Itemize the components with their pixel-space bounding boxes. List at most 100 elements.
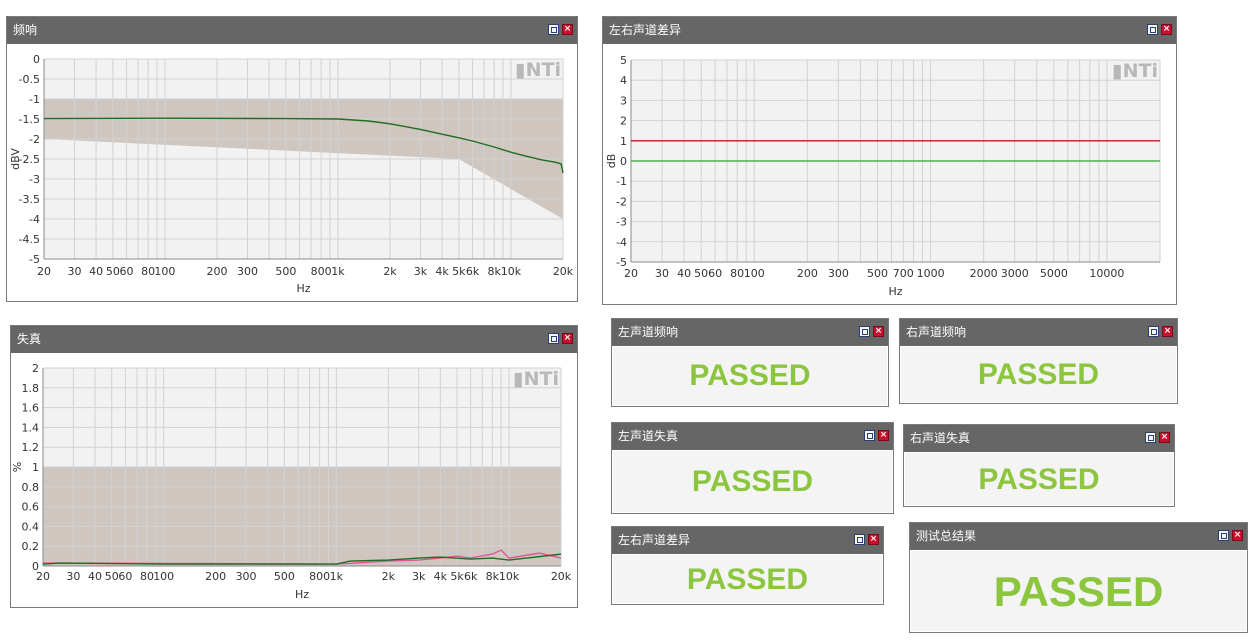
- x-tick-label: 20: [37, 265, 51, 278]
- x-tick-label: 8k: [487, 265, 501, 278]
- freq-response-panel: 频响 0 -0.5 -1 -1.5 -2 -2.5 -3 -3.5 -4 -4.5 -520 30 40…: [6, 16, 578, 302]
- result-titlebar[interactable]: 左声道频响: [612, 319, 888, 346]
- result-titlebar[interactable]: 左声道失真: [612, 423, 893, 450]
- series-line: [43, 117, 564, 174]
- distortion-panel: 失真 2 1.8 1.6 1.4 1.2 1 0.8 0.6 0.4 0.2 020 30 405060…: [10, 325, 578, 608]
- x-tick-label: 1k: [331, 265, 345, 278]
- x-tick-label: 20k: [553, 265, 574, 278]
- y-tick-label: -2: [29, 133, 40, 146]
- x-tick-label: 5k: [452, 265, 466, 278]
- x-tick-label: 300: [237, 265, 258, 278]
- result-status: PASSED: [905, 453, 1173, 505]
- x-tick-label: 300: [828, 267, 849, 280]
- lr-difference-chart: 5 4 3 2 1 0 -1 -2 -3 -4 -520 30 40 50 60 80 100 200 300 500…: [605, 54, 1161, 298]
- y-tick-label: 1: [620, 135, 627, 148]
- y-axis-label: dB: [605, 154, 618, 169]
- x-tick-label: 200: [205, 570, 226, 583]
- x-tick-label: 60: [118, 570, 132, 583]
- restore-icon[interactable]: [1148, 326, 1159, 337]
- series-line: [42, 549, 562, 565]
- x-tick-label: 10k: [499, 570, 520, 583]
- result-titlebar[interactable]: 右声道失真: [904, 425, 1174, 452]
- close-icon[interactable]: [878, 430, 889, 441]
- result-title: 测试总结果: [916, 529, 977, 543]
- freq-response-title: 频响: [13, 23, 38, 37]
- x-tick-label: 3000: [1001, 267, 1029, 280]
- result-panel-right-freq: 右声道频响 PASSED: [899, 318, 1178, 404]
- x-tick-label: 6k: [464, 570, 478, 583]
- restore-icon[interactable]: [1218, 530, 1229, 541]
- y-tick-label: 1.4: [22, 421, 40, 434]
- x-tick-label: 100: [154, 265, 175, 278]
- x-tick-label: 4k: [435, 265, 449, 278]
- tolerance-band: [43, 467, 561, 566]
- nti-logo: ▮NTi: [513, 368, 559, 390]
- restore-icon[interactable]: [1147, 24, 1158, 35]
- x-tick-label: 80: [140, 570, 154, 583]
- distortion-title: 失真: [17, 332, 42, 346]
- close-icon[interactable]: [1232, 530, 1243, 541]
- x-tick-label: 10k: [501, 265, 522, 278]
- restore-icon[interactable]: [548, 24, 559, 35]
- y-tick-label: 1: [32, 461, 39, 474]
- series-line: [42, 553, 562, 565]
- x-tick-label: 500: [867, 267, 888, 280]
- result-titlebar[interactable]: 右声道频响: [900, 319, 1177, 346]
- y-tick-label: -1: [29, 93, 40, 106]
- result-status: PASSED: [901, 347, 1176, 402]
- restore-icon[interactable]: [1145, 432, 1156, 443]
- y-tick-label: 0.6: [22, 501, 40, 514]
- x-tick-label: 500: [275, 265, 296, 278]
- lr-difference-title: 左右声道差异: [609, 23, 682, 37]
- x-tick-label: 2k: [383, 265, 397, 278]
- distortion-titlebar[interactable]: 失真: [11, 326, 577, 353]
- y-tick-label: 4: [620, 74, 627, 87]
- y-tick-label: 3: [620, 94, 627, 107]
- x-tick-label: 700: [893, 267, 914, 280]
- result-panel-right-dist: 右声道失真 PASSED: [903, 424, 1175, 507]
- freq-response-titlebar[interactable]: 频响: [7, 17, 577, 44]
- close-icon[interactable]: [868, 534, 879, 545]
- restore-icon[interactable]: [854, 534, 865, 545]
- result-title: 左声道失真: [618, 429, 679, 443]
- close-icon[interactable]: [562, 333, 573, 344]
- restore-icon[interactable]: [548, 333, 559, 344]
- x-tick-label: 40: [677, 267, 691, 280]
- x-tick-label: 1000: [917, 267, 945, 280]
- y-tick-label: 0.8: [22, 481, 40, 494]
- lr-difference-titlebar[interactable]: 左右声道差异: [603, 17, 1176, 44]
- restore-icon[interactable]: [859, 326, 870, 337]
- close-icon[interactable]: [873, 326, 884, 337]
- y-tick-label: -1.5: [19, 113, 40, 126]
- x-tick-label: 40: [88, 570, 102, 583]
- y-tick-label: 1.8: [22, 382, 40, 395]
- y-tick-label: -5: [616, 256, 627, 269]
- y-tick-label: -2.5: [19, 153, 40, 166]
- y-tick-label: 1.6: [22, 402, 40, 415]
- result-title: 左右声道差异: [618, 533, 691, 547]
- y-tick-label: -4.5: [19, 233, 40, 246]
- x-tick-label: 50: [106, 265, 120, 278]
- close-icon[interactable]: [1161, 24, 1172, 35]
- y-tick-label: -4: [616, 236, 627, 249]
- result-panel-lr-diff: 左右声道差异 PASSED: [611, 526, 884, 605]
- result-title: 右声道频响: [906, 325, 967, 339]
- x-tick-label: 100: [153, 570, 174, 583]
- nti-logo: ▮NTi: [1112, 60, 1158, 82]
- y-tick-label: 1.2: [22, 441, 40, 454]
- close-icon[interactable]: [1159, 432, 1170, 443]
- result-title: 右声道失真: [910, 431, 971, 445]
- close-icon[interactable]: [1162, 326, 1173, 337]
- result-titlebar[interactable]: 测试总结果: [910, 523, 1247, 550]
- y-tick-label: 0.2: [22, 540, 40, 553]
- restore-icon[interactable]: [864, 430, 875, 441]
- x-tick-label: 10000: [1089, 267, 1124, 280]
- x-tick-label: 8k: [486, 570, 500, 583]
- close-icon[interactable]: [562, 24, 573, 35]
- x-axis-label: Hz: [888, 285, 902, 298]
- result-titlebar[interactable]: 左右声道差异: [612, 527, 883, 554]
- x-tick-label: 30: [655, 267, 669, 280]
- x-tick-label: 30: [67, 265, 81, 278]
